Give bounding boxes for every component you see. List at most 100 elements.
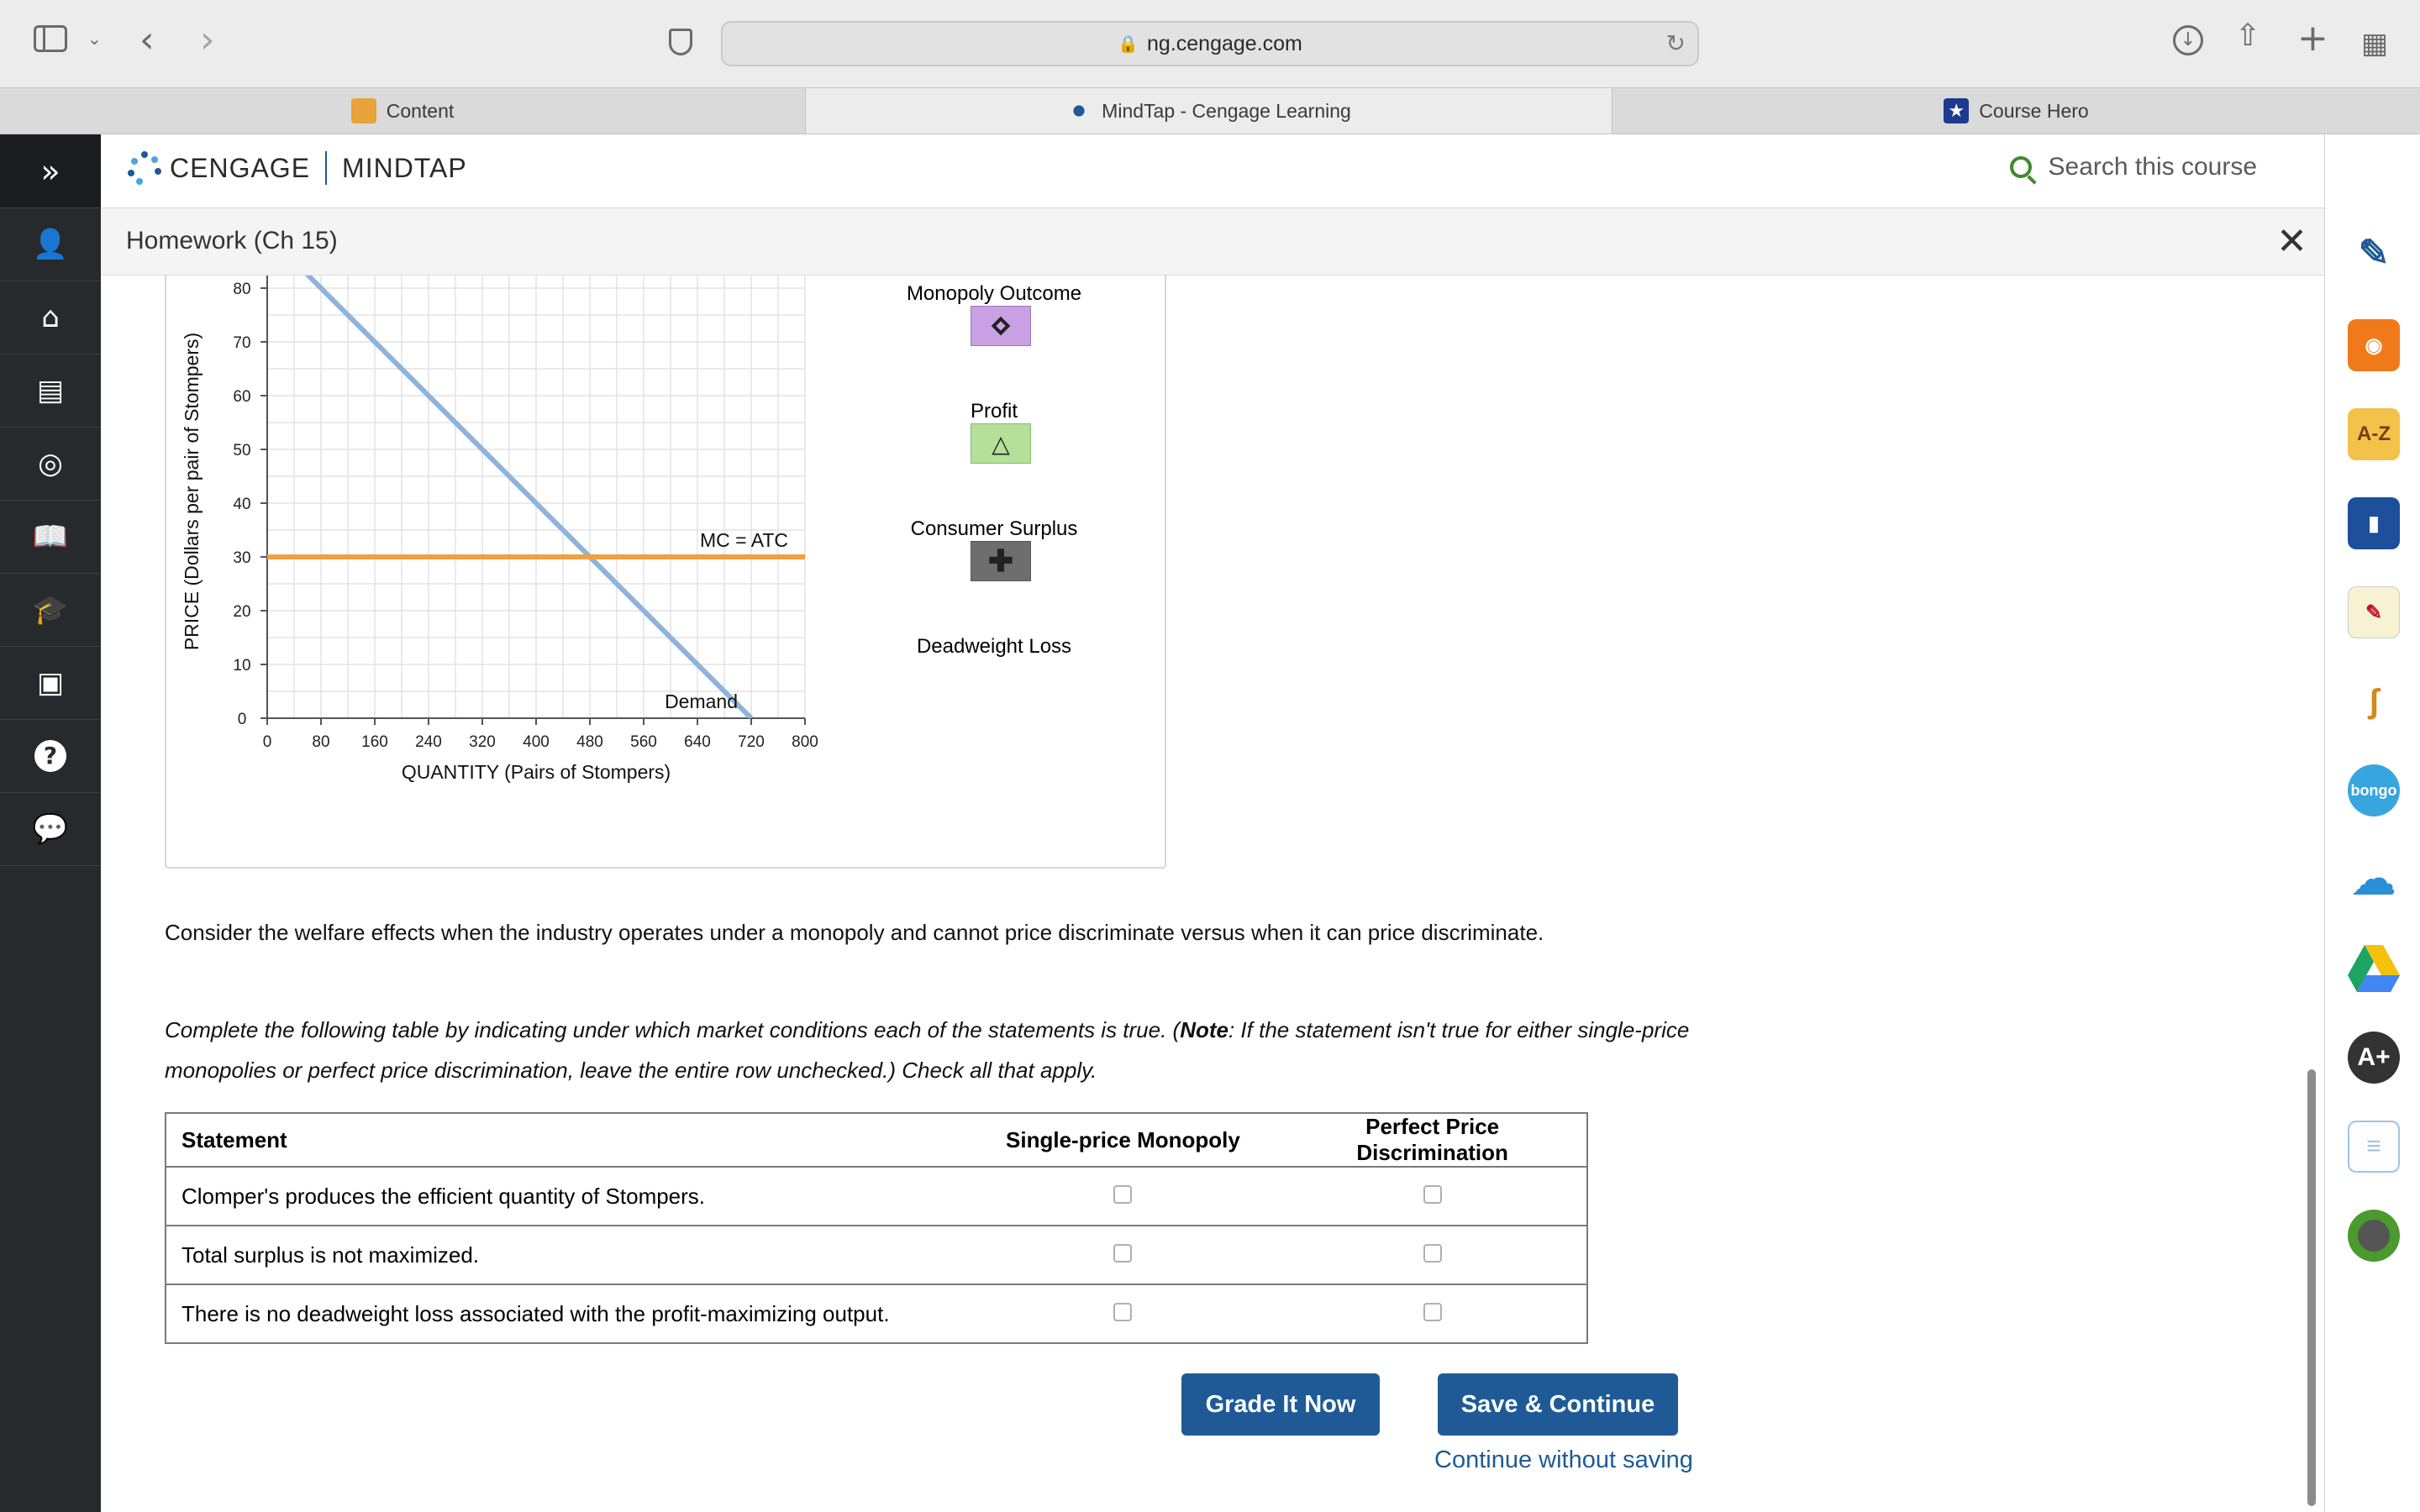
x-tick-label: 640: [684, 733, 711, 751]
tab-bar: Content MindTap - Cengage Learning ★ Cou…: [0, 87, 2420, 134]
perfect-discrimination-checkbox[interactable]: [1423, 1243, 1442, 1263]
x-tick-label: 800: [792, 733, 818, 751]
search-placeholder: Search this course: [2048, 153, 2257, 181]
legend-profit-triangle-icon[interactable]: △: [971, 423, 1031, 464]
aplus-app-icon[interactable]: A+: [2348, 1032, 2400, 1084]
share-icon[interactable]: ⇧: [2235, 18, 2261, 53]
expand-nav-icon[interactable]: »: [0, 134, 101, 208]
y-axis-label: PRICE (Dollars per pair of Stompers): [181, 333, 203, 650]
x-tick-label: 400: [523, 733, 550, 751]
legend-consumer-surplus-plus-icon[interactable]: ✚: [971, 541, 1031, 581]
tab-coursehero[interactable]: ★ Course Hero: [1612, 88, 2420, 134]
app-header: CENGAGE MINDTAP Search this course: [101, 134, 2324, 208]
help-icon[interactable]: ?: [0, 720, 101, 793]
perfect-discrimination-checkbox[interactable]: [1423, 1302, 1442, 1321]
y-tick-label: 40: [233, 496, 250, 513]
graduation-cap-icon[interactable]: 🎓: [0, 574, 101, 647]
google-drive-app-icon[interactable]: [2348, 942, 2400, 995]
header-perfect-discrimination: Perfect Price Discrimination: [1278, 1112, 1588, 1168]
tab-content[interactable]: Content: [0, 88, 806, 134]
content-scrollbar[interactable]: [2307, 1069, 2316, 1506]
notebook-app-icon[interactable]: ▮: [2348, 497, 2400, 549]
statement-cell: There is no deadweight loss associated w…: [165, 1284, 968, 1344]
legend-deadweight-loss-label: Deadweight Loss: [916, 635, 1072, 658]
perfect-discrimination-checkbox[interactable]: [1423, 1184, 1442, 1204]
app-dock: ✎ ◉ A-Z ▮ ✎ ʃ bongo ☁ A+ ≡: [2324, 134, 2420, 1512]
y-tick-label: 30: [233, 549, 250, 567]
y-tick-label: 0: [238, 711, 247, 728]
chevron-down-icon[interactable]: ⌄: [87, 29, 102, 49]
continue-without-saving-link[interactable]: Continue without saving: [1434, 1446, 1693, 1473]
x-tick-label: 0: [263, 733, 272, 751]
notes-app-icon[interactable]: ✎: [2348, 586, 2400, 638]
legend-profit-label: Profit: [970, 400, 1018, 423]
compass-icon[interactable]: ◎: [0, 428, 101, 501]
x-tick-label: 560: [630, 733, 657, 751]
x-tick-label: 720: [738, 733, 765, 751]
perfect-discrimination-cell: [1278, 1225, 1588, 1285]
single-price-checkbox[interactable]: [1113, 1302, 1133, 1321]
feedback-icon[interactable]: 💬: [0, 793, 101, 866]
price-quantity-chart[interactable]: 0 80 160 240 320 400 480 560 640 720 800 0 10 20 30 40 5…: [166, 276, 1168, 870]
download-icon[interactable]: ↓: [2173, 25, 2203, 55]
back-icon[interactable]: ‹: [139, 18, 155, 61]
forward-icon[interactable]: ›: [200, 18, 215, 61]
instructions-note: Note: [1180, 1017, 1228, 1042]
bongo-app-icon[interactable]: bongo: [2348, 764, 2400, 816]
legend-monopoly-diamond-icon[interactable]: [971, 306, 1031, 346]
grade-it-now-button[interactable]: Grade It Now: [1181, 1373, 1380, 1436]
x-tick-label: 160: [361, 733, 388, 751]
readspeaker-app-icon[interactable]: ʃ: [2368, 682, 2380, 720]
instructions-part-b: : If the statement isn't true for either…: [165, 1017, 1690, 1083]
single-price-cell: [967, 1284, 1279, 1344]
save-and-continue-button[interactable]: Save & Continue: [1438, 1373, 1678, 1436]
y-tick-label: 60: [233, 388, 250, 406]
legend-consumer-surplus-label: Consumer Surplus: [910, 517, 1078, 540]
table-instructions: Complete the following table by indicati…: [165, 1010, 1803, 1090]
left-navigation: » 👤 ⌂ ▤ ◎ 📖 🎓 ▣ ? 💬: [0, 134, 101, 1512]
y-tick-label: 20: [233, 603, 250, 621]
perfect-discrimination-cell: [1278, 1166, 1588, 1226]
address-bar[interactable]: 🔒 ng.cengage.com ↻: [721, 21, 1699, 66]
brand-divider: [325, 151, 328, 185]
mc-atc-label: MC = ATC: [700, 529, 788, 551]
sidebar-toggle-icon[interactable]: [34, 25, 67, 52]
brand-mindtap: MINDTAP: [342, 152, 467, 183]
course-search[interactable]: Search this course: [2009, 153, 2257, 185]
a-z-app-icon[interactable]: A-Z: [2348, 408, 2400, 460]
table-header-row: Statement Single-price Monopoly Perfect …: [165, 1112, 1588, 1168]
y-tick-label: 10: [233, 657, 250, 675]
single-price-checkbox[interactable]: [1113, 1243, 1133, 1263]
tab-overview-icon[interactable]: ▦: [2361, 27, 2389, 60]
lock-icon: 🔒: [1118, 34, 1139, 54]
pencil-favicon-icon: [350, 98, 376, 123]
legend-monopoly-label: Monopoly Outcome: [906, 282, 1082, 305]
instructions-part-a: Complete the following table by indicati…: [165, 1017, 1181, 1042]
user-icon[interactable]: 👤: [0, 208, 101, 281]
pencil-app-icon[interactable]: ✎: [2358, 232, 2390, 274]
tab-mindtap[interactable]: MindTap - Cengage Learning: [806, 88, 1612, 134]
profile-app-icon[interactable]: [2348, 1210, 2400, 1262]
book-icon[interactable]: 📖: [0, 501, 101, 574]
header-single-price: Single-price Monopoly: [967, 1112, 1279, 1168]
close-icon[interactable]: ✕: [2276, 220, 2307, 263]
header-statement: Statement: [165, 1112, 968, 1168]
perfect-discrimination-cell: [1278, 1284, 1588, 1344]
index-card-app-icon[interactable]: ≡: [2348, 1121, 2400, 1173]
onedrive-app-icon[interactable]: ☁: [2352, 855, 2396, 904]
search-icon: [2009, 156, 2037, 185]
cengage-mindtap-logo[interactable]: CENGAGE MINDTAP: [126, 150, 467, 186]
single-price-checkbox[interactable]: [1113, 1184, 1133, 1204]
notebook-icon[interactable]: ▤: [0, 354, 101, 428]
tab-label: MindTap - Cengage Learning: [1102, 99, 1351, 122]
demand-label: Demand: [665, 690, 738, 712]
statement-table: Statement Single-price Monopoly Perfect …: [165, 1112, 1588, 1344]
single-price-cell: [967, 1225, 1279, 1285]
shield-icon[interactable]: [669, 29, 692, 55]
new-tab-icon[interactable]: +: [2297, 17, 2328, 60]
url-text: ng.cengage.com: [1147, 31, 1302, 55]
briefcase-icon[interactable]: ▣: [0, 647, 101, 720]
rss-app-icon[interactable]: ◉: [2348, 319, 2400, 371]
home-icon[interactable]: ⌂: [0, 281, 101, 354]
reload-icon[interactable]: ↻: [1665, 29, 1686, 57]
